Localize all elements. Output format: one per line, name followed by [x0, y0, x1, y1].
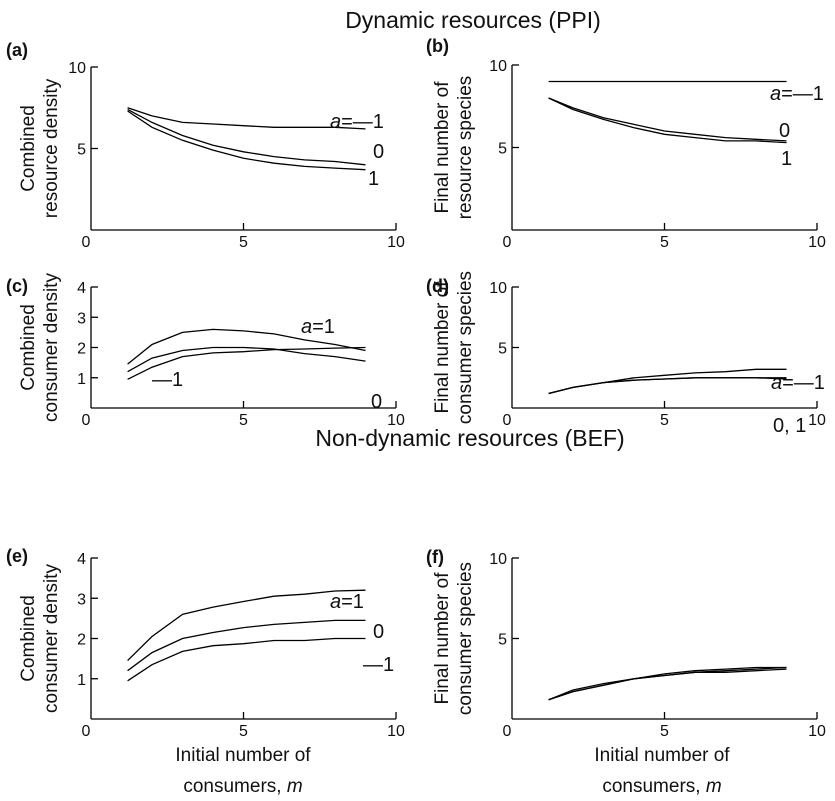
- y-tick-label: 4: [77, 280, 86, 297]
- y-tick-label: 10: [489, 551, 507, 568]
- y-tick-label: 10: [489, 280, 507, 297]
- x-axis-title-left: consumers, m: [183, 776, 302, 797]
- series-label: a=1: [301, 316, 335, 338]
- series-line-2: [548, 666, 787, 701]
- y-axis-label: Combined: [18, 105, 39, 192]
- y-tick-label: 5: [77, 142, 86, 159]
- series-line-3: [127, 346, 366, 380]
- series-line-2: [548, 97, 787, 142]
- panel-e: (e) 0 5 10 1 2 3 4 Combined consumer density a=1 0 —…: [6, 546, 405, 740]
- panel-letter: (e): [6, 546, 28, 566]
- series-line-2: [127, 108, 366, 166]
- series-label: a=—1: [770, 83, 824, 105]
- y-axis-label: consumer species: [455, 562, 476, 715]
- y-axis-label: consumer density: [41, 564, 62, 713]
- x-tick-label: 5: [239, 234, 248, 251]
- y-axis-label: Final number of: [432, 281, 453, 414]
- y-tick-label: 3: [77, 591, 86, 608]
- y-tick-label: 2: [77, 632, 86, 649]
- x-tick-label: 0: [503, 412, 512, 429]
- panel-letter: (f): [426, 547, 444, 567]
- y-tick-label: 1: [77, 672, 86, 689]
- y-tick-label: 10: [489, 58, 507, 75]
- x-tick-label: 5: [660, 412, 669, 429]
- panel-letter: (b): [426, 36, 449, 56]
- series-line-3: [548, 668, 787, 701]
- series-label: 0: [371, 391, 382, 413]
- x-tick-label: 0: [82, 234, 91, 251]
- x-tick-label: 0: [503, 723, 512, 740]
- panel-f: (f) 0 5 10 5 10 Final number of consumer specie…: [426, 547, 826, 740]
- x-tick-label: 10: [808, 234, 826, 251]
- x-tick-label: 10: [387, 723, 405, 740]
- series-line-1: [548, 666, 787, 701]
- y-axis-label: Final number of: [432, 81, 453, 214]
- y-tick-label: 10: [68, 60, 86, 77]
- x-tick-label: 10: [808, 723, 826, 740]
- series-label: 1: [368, 168, 379, 190]
- panel-letter: (a): [6, 40, 28, 60]
- y-tick-label: 2: [77, 341, 86, 358]
- series-label: 0: [373, 621, 384, 643]
- series-line-1: [127, 107, 366, 130]
- series-line-1: [127, 328, 366, 365]
- series-line-1: [127, 589, 366, 662]
- x-tick-label: 0: [82, 723, 91, 740]
- panel-c: (c) 0 5 10 1 2 3 4 Combined consumer density a=1 0 —…: [6, 273, 405, 429]
- series-line-2: [127, 346, 366, 373]
- panel-letter: (d): [426, 276, 449, 296]
- panel-letter: (c): [6, 276, 28, 296]
- x-tick-label: 5: [239, 723, 248, 740]
- x-tick-label: 10: [808, 412, 826, 429]
- series-label: 1: [781, 148, 792, 170]
- x-tick-label: 10: [387, 234, 405, 251]
- x-axis-title-right: consumers, m: [602, 776, 721, 797]
- section-title-non-dynamic: Non-dynamic resources (BEF): [315, 425, 624, 451]
- y-axis-label: resource density: [41, 78, 62, 218]
- series-line-2: [127, 619, 366, 672]
- x-tick-label: 0: [503, 234, 512, 251]
- y-tick-label: 5: [498, 341, 507, 358]
- series-label: 0: [373, 141, 384, 163]
- series-line-3: [127, 637, 366, 682]
- x-axis-title-left: Initial number of: [175, 745, 311, 766]
- x-axis-title-right: Initial number of: [594, 745, 730, 766]
- y-tick-label: 5: [498, 632, 507, 649]
- y-tick-label: 3: [77, 310, 86, 327]
- y-axis-label: Combined: [18, 304, 39, 391]
- y-axis-label: Final number of: [432, 572, 453, 705]
- series-line-3: [548, 377, 787, 395]
- series-label: —1: [363, 654, 394, 676]
- series-label: a=—1: [330, 111, 384, 133]
- y-axis-label: consumer species: [455, 271, 476, 424]
- panel-a: (a) 0 5 10 5 10 Combined resource density a=—1 0 1: [6, 40, 405, 251]
- panel-d: (d) 0 5 10 5 10 Final number of consumer specie…: [426, 271, 826, 437]
- series-label: —1: [152, 369, 183, 391]
- y-axis-label: consumer density: [41, 273, 62, 422]
- y-axis-label: Combined: [18, 595, 39, 682]
- x-tick-label: 5: [660, 723, 669, 740]
- x-tick-label: 0: [82, 412, 91, 429]
- series-label: a=—1: [771, 372, 825, 394]
- series-line-3: [548, 97, 787, 144]
- series-line-3: [127, 110, 366, 171]
- section-title-dynamic: Dynamic resources (PPI): [345, 7, 601, 33]
- x-tick-label: 10: [387, 412, 405, 429]
- y-tick-label: 4: [77, 551, 86, 568]
- series-label: 0: [779, 120, 790, 142]
- y-axis-label: resource species: [455, 76, 476, 220]
- x-tick-label: 5: [239, 412, 248, 429]
- series-label: 0, 1: [773, 415, 806, 437]
- y-tick-label: 5: [498, 141, 507, 158]
- x-tick-label: 5: [660, 234, 669, 251]
- y-tick-label: 1: [77, 371, 86, 388]
- series-line-1: [548, 368, 787, 395]
- series-label: a=1: [330, 591, 364, 613]
